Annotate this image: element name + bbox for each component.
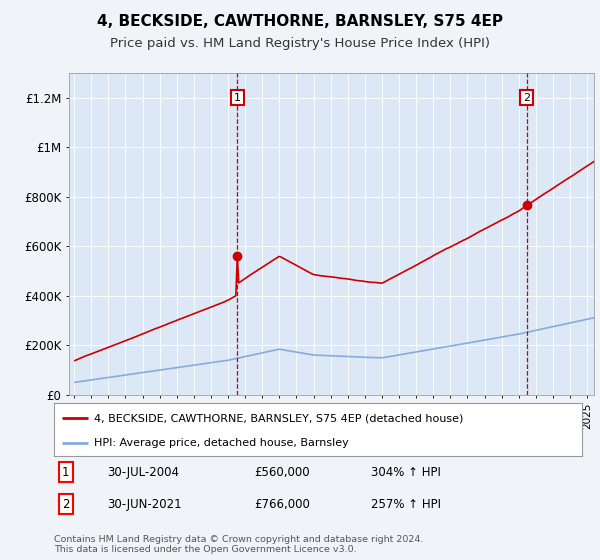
Text: 1: 1	[62, 465, 70, 479]
Text: Price paid vs. HM Land Registry's House Price Index (HPI): Price paid vs. HM Land Registry's House …	[110, 37, 490, 50]
Text: 2: 2	[62, 498, 70, 511]
Text: HPI: Average price, detached house, Barnsley: HPI: Average price, detached house, Barn…	[94, 437, 349, 447]
Text: 4, BECKSIDE, CAWTHORNE, BARNSLEY, S75 4EP: 4, BECKSIDE, CAWTHORNE, BARNSLEY, S75 4E…	[97, 14, 503, 29]
Text: Contains HM Land Registry data © Crown copyright and database right 2024.
This d: Contains HM Land Registry data © Crown c…	[54, 535, 424, 554]
Text: 4, BECKSIDE, CAWTHORNE, BARNSLEY, S75 4EP (detached house): 4, BECKSIDE, CAWTHORNE, BARNSLEY, S75 4E…	[94, 413, 463, 423]
Text: £560,000: £560,000	[254, 465, 310, 479]
Text: 1: 1	[234, 92, 241, 102]
Text: 304% ↑ HPI: 304% ↑ HPI	[371, 465, 440, 479]
Text: 30-JUL-2004: 30-JUL-2004	[107, 465, 179, 479]
Text: 2: 2	[523, 92, 530, 102]
Text: £766,000: £766,000	[254, 498, 311, 511]
Text: 30-JUN-2021: 30-JUN-2021	[107, 498, 181, 511]
Text: 257% ↑ HPI: 257% ↑ HPI	[371, 498, 441, 511]
